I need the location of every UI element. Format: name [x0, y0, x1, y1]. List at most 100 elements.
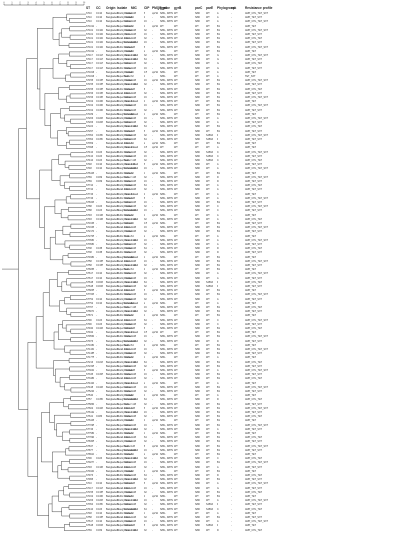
table-cell: >128 — [131, 104, 137, 108]
table-row: ST101 CC101 Bangladesh Poultry market Chicke… — [86, 29, 405, 33]
table-cell: Cloacal swab — [124, 331, 139, 335]
table-cell: ST1196 — [86, 70, 95, 74]
table-cell: - — [231, 108, 232, 112]
table-cell: WT — [206, 461, 210, 465]
table-cell: S83L, D87N — [160, 12, 174, 15]
table-cell: ST90 — [86, 457, 92, 461]
table-cell: Chicken — [124, 297, 133, 301]
table-cell: qnrS1 — [152, 511, 159, 515]
table-cell: - — [152, 360, 153, 364]
table-cell: WT — [174, 507, 178, 511]
table-cell: S80I — [195, 16, 200, 20]
table-cell: S80I — [195, 41, 200, 45]
table-cell: - — [152, 516, 153, 519]
table-cell: AMP_TET_SXT — [245, 486, 263, 490]
table-cell: Chicken — [124, 222, 133, 225]
table-cell: B1 — [217, 495, 220, 498]
table-cell: AMP_TET — [245, 524, 257, 528]
table-cell: Poultry farm — [117, 310, 130, 314]
table-cell: Cloacal swab — [124, 41, 139, 45]
table-cell: S80I — [195, 499, 200, 503]
table-cell: qnrS1 — [152, 79, 159, 83]
table-cell: S83L, D87N — [160, 398, 174, 402]
isolate-table: ST CC Origin Isolate MIC CIP PMQR gene gyrA gyrB… — [86, 0, 405, 550]
table-cell: WT — [174, 87, 178, 91]
column-header: Isolate — [117, 6, 128, 10]
table-cell: WT — [206, 486, 210, 490]
table-cell: Cloacal swab — [124, 163, 139, 167]
table-cell: Poultry farm — [117, 100, 130, 104]
table-cell: 32 — [144, 28, 147, 32]
table-cell: Poultry market — [117, 16, 133, 20]
table-cell: CC155 — [96, 83, 104, 87]
table-cell: - — [96, 75, 97, 78]
table-cell: 1 — [144, 75, 146, 78]
table-cell: S83L, D87N — [160, 159, 174, 162]
table-cell: AMP_CHL_TET_SXT — [245, 499, 269, 503]
table-cell: A — [217, 234, 219, 238]
table-cell: S83L, D87N — [160, 167, 174, 171]
table-cell: AMP_CHL_TET — [245, 280, 263, 284]
table-cell: WT — [206, 427, 210, 431]
table-cell: S83L, D87N — [160, 16, 174, 20]
table-cell: - — [231, 520, 232, 524]
table-cell: S80I — [195, 20, 200, 24]
table-cell: S458A — [206, 154, 214, 158]
table-cell: S83L, D87N — [160, 125, 174, 129]
table-cell: S83L, D87N — [160, 406, 174, 410]
table-cell: AMP_TET_SXT — [245, 154, 263, 158]
table-cell: WT — [174, 381, 178, 385]
table-cell: WT — [174, 37, 178, 41]
table-cell: Chicken — [124, 453, 133, 456]
table-cell: Retail outlet — [117, 318, 130, 322]
table-cell: G — [217, 54, 219, 57]
table-cell: WT — [174, 301, 178, 305]
table-cell: WT — [206, 276, 210, 280]
table-cell: Bangladesh — [106, 301, 119, 305]
table-cell: - — [152, 528, 153, 532]
table-row: ST5869- Bangladesh Supermarket Pork >128 32- S… — [86, 403, 405, 407]
table-cell: Chicken — [124, 20, 133, 24]
table-cell: WT — [206, 184, 210, 188]
table-cell: Bangladesh — [106, 293, 119, 297]
table-cell: WT — [206, 238, 210, 242]
table-cell: S83L, D87N — [160, 461, 174, 465]
table-cell: - — [96, 343, 97, 347]
table-cell: B1 — [217, 516, 220, 519]
table-cell: ST3489 — [86, 377, 95, 381]
table-cell: WT — [206, 528, 210, 532]
table-cell: G — [217, 62, 219, 66]
table-cell: G — [217, 486, 219, 490]
table-cell: AMP_TET — [245, 495, 257, 498]
table-cell: ST648 — [86, 524, 94, 528]
table-cell: WT — [174, 356, 178, 360]
table-cell: S83L, D87N — [160, 87, 174, 91]
table-cell: 16 — [144, 259, 147, 263]
table-cell: AMP_TET_SXT — [245, 180, 263, 183]
table-cell: >128 — [131, 474, 137, 477]
table-cell: WT — [174, 167, 178, 171]
table-cell: S83L, D87N — [160, 272, 174, 276]
table-cell: Chicken — [124, 133, 133, 137]
table-cell: WT — [206, 364, 210, 368]
table-cell: - — [231, 377, 232, 381]
table-cell: S83L, D87N — [160, 427, 174, 431]
table-cell: WT — [174, 310, 178, 314]
table-cell: - — [231, 293, 232, 297]
table-cell: - — [231, 268, 232, 272]
table-cell: Bangladesh — [106, 129, 119, 133]
table-cell: - — [152, 457, 153, 461]
table-cell: 16 — [144, 385, 147, 389]
table-cell: ST942 — [86, 331, 94, 335]
table-cell: Poultry market — [117, 205, 133, 209]
table-cell: - — [96, 369, 97, 372]
table-row: ST942- Bangladesh Poultry farm Cloacal swab… — [86, 331, 405, 335]
table-row: ST10 CC10 Bangladesh Supermarket Chicken >128… — [86, 20, 405, 24]
table-cell: WT — [206, 79, 210, 83]
table-cell: S83L — [160, 171, 166, 175]
table-cell: S83L, D87N — [160, 264, 174, 267]
table-cell: - — [152, 339, 153, 343]
table-cell: ST6448 — [86, 171, 95, 175]
table-cell: S80I — [195, 150, 200, 154]
table-cell: Beef — [124, 268, 129, 272]
